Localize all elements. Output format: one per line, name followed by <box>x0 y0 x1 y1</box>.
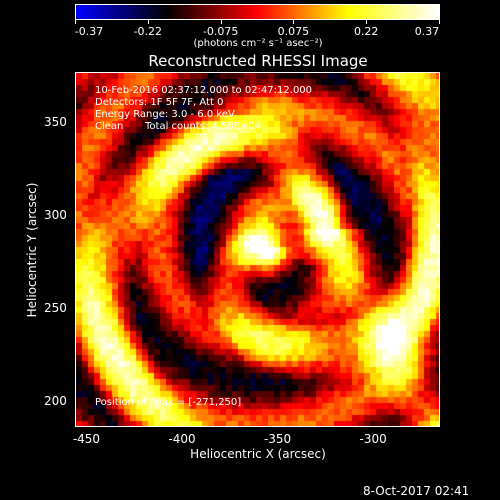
timestamp: 8-Oct-2017 02:41 <box>363 484 470 498</box>
y-tick-label: 200 <box>44 393 67 408</box>
colorbar-tick-mark <box>366 20 368 24</box>
colorbar-tick-mark <box>147 20 149 24</box>
colorbar-units: (photons cm⁻² s⁻¹ asec⁻²) <box>193 38 323 49</box>
annotation-detectors: Detectors: 1F 5F 7F, Att 0 <box>95 97 224 108</box>
x-tick-label: -300 <box>359 432 387 446</box>
chart-title: Reconstructed RHESSI Image <box>148 52 368 70</box>
annotation-method: Clean <box>95 121 124 132</box>
x-tick-label: -400 <box>168 432 196 446</box>
y-tick-label: 300 <box>44 208 67 223</box>
heatmap-image <box>76 73 439 426</box>
x-tick-label: -350 <box>263 432 292 446</box>
y-tick-label: 350 <box>44 115 67 130</box>
colorbar-tick-mark <box>75 20 76 24</box>
colorbar-tick-mark <box>220 20 222 24</box>
colorbar-tick-mark <box>439 20 440 24</box>
annotation-energy: Energy Range: 3.0 - 6.0 keV <box>95 109 235 120</box>
colorbar-tick-label: 0.22 <box>353 25 379 38</box>
x-tick-label: -450 <box>72 432 101 446</box>
annotation-peak: Position of Peak = [-271,250] <box>95 397 242 408</box>
plot-area <box>75 72 440 427</box>
colorbar-tick-label: -0.22 <box>133 25 163 38</box>
annotation-counts: Total counts: 4.58E+04 <box>145 121 262 132</box>
annotation-time-range: 10-Feb-2016 02:37:12.000 to 02:47:12.000 <box>95 85 313 96</box>
colorbar-tick-label: -0.37 <box>74 25 104 38</box>
colorbar-tick-label: 0.37 <box>414 25 440 38</box>
y-tick-label: 250 <box>44 301 67 316</box>
colorbar-tick-label: -0.075 <box>202 25 239 38</box>
colorbar-tick-label: 0.075 <box>277 25 310 38</box>
colorbar <box>75 4 440 20</box>
x-axis-label: Heliocentric X (arcsec) <box>190 447 326 461</box>
y-axis-label: Heliocentric Y (arcsec) <box>25 182 39 318</box>
colorbar-tick-mark <box>293 20 295 24</box>
